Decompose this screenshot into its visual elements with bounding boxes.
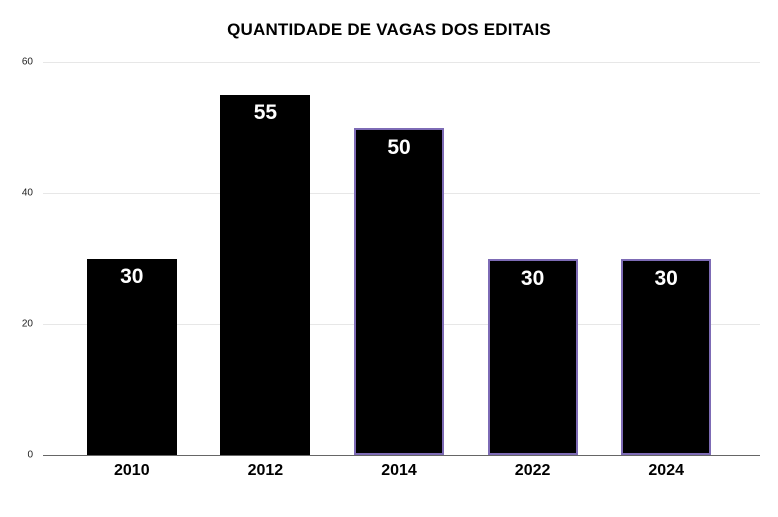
bar-2012[interactable]: 55	[220, 94, 311, 455]
chart-title: QUANTIDADE DE VAGAS DOS EDITAIS	[227, 20, 551, 39]
x-tick-label-2014: 2014	[381, 462, 417, 479]
plot-area: 0 20 40 60 30 2010 55 2012 50 2014 30 2022 30 2024	[22, 57, 760, 479]
bar-value-label: 30	[520, 266, 545, 290]
gridline	[43, 62, 760, 63]
x-tick-label-2022: 2022	[514, 462, 551, 479]
bar-2014[interactable]: 50	[354, 127, 444, 455]
bar-value-label: 30	[654, 266, 678, 290]
bar-value-label: 30	[120, 264, 144, 288]
x-tick-label-2010: 2010	[114, 462, 150, 479]
y-tick-label: 40	[21, 187, 33, 199]
x-tick-label-2024: 2024	[648, 462, 684, 479]
y-tick-label: 60	[21, 56, 33, 68]
bar-2024[interactable]: 30	[621, 258, 712, 455]
y-tick-label: 0	[27, 449, 33, 461]
bar-2010[interactable]: 30	[86, 258, 177, 455]
x-tick-label-2012: 2012	[247, 462, 284, 479]
x-axis-line	[43, 455, 760, 456]
bar-2022[interactable]: 30	[487, 258, 578, 455]
bar-value-label: 55	[253, 100, 278, 124]
y-tick-label: 20	[21, 318, 33, 330]
bar-value-label: 50	[387, 135, 411, 159]
